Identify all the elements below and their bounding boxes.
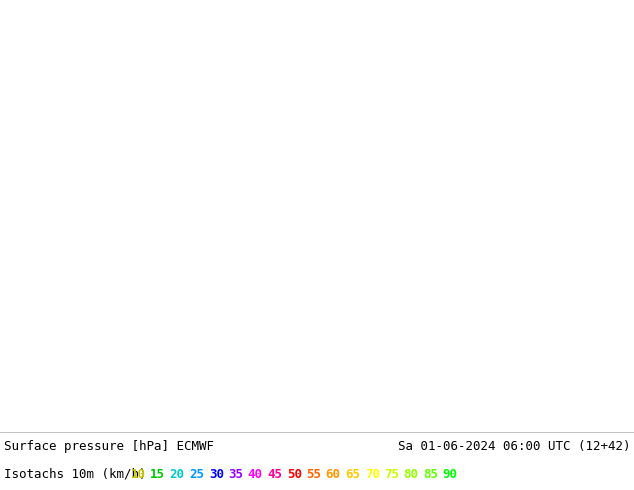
Text: Sa 01-06-2024 06:00 UTC (12+42): Sa 01-06-2024 06:00 UTC (12+42): [398, 440, 630, 452]
Text: 30: 30: [209, 467, 224, 481]
Text: Isotachs 10m (km/h): Isotachs 10m (km/h): [4, 467, 146, 481]
Text: 15: 15: [150, 467, 165, 481]
Text: 50: 50: [287, 467, 302, 481]
Text: 25: 25: [190, 467, 204, 481]
Text: 55: 55: [306, 467, 321, 481]
Text: 65: 65: [346, 467, 360, 481]
Text: 85: 85: [424, 467, 438, 481]
Text: 45: 45: [268, 467, 282, 481]
Text: 10: 10: [131, 467, 146, 481]
Text: 20: 20: [170, 467, 184, 481]
Text: Surface pressure [hPa] ECMWF: Surface pressure [hPa] ECMWF: [4, 440, 214, 452]
Text: 70: 70: [365, 467, 380, 481]
Text: 40: 40: [248, 467, 262, 481]
Text: 35: 35: [228, 467, 243, 481]
Text: 60: 60: [326, 467, 340, 481]
Text: 80: 80: [404, 467, 418, 481]
Text: 75: 75: [384, 467, 399, 481]
Text: 90: 90: [443, 467, 458, 481]
